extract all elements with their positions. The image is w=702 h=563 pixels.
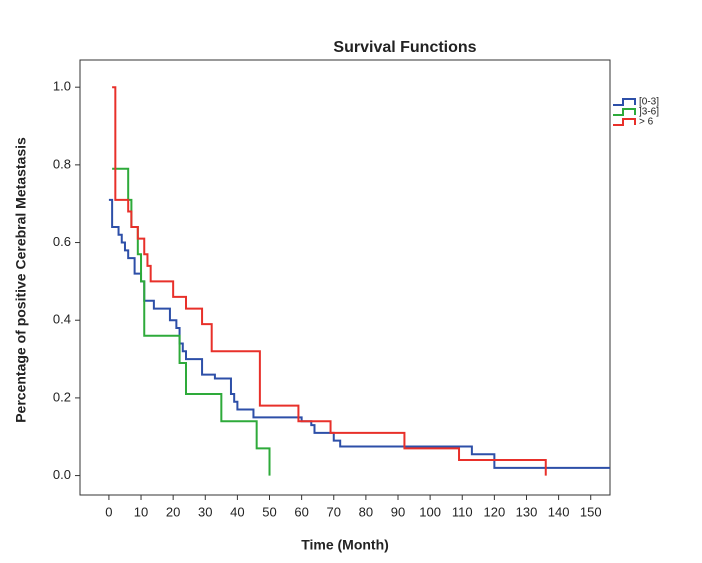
x-tick-label: 90 — [391, 504, 405, 519]
x-tick-label: 130 — [516, 504, 538, 519]
survival-line — [112, 86, 547, 476]
survival-line — [108, 198, 610, 469]
x-tick-label: 80 — [359, 504, 373, 519]
x-tick-label: 0 — [105, 504, 112, 519]
y-axis-label: Percentage of positive Cerebral Metastas… — [13, 137, 29, 423]
legend-label: [0-3] — [639, 97, 659, 108]
legend-label: > 6 — [639, 117, 654, 128]
legend-swatch — [613, 98, 636, 106]
y-tick-label: 1.0 — [53, 79, 71, 94]
survival-line — [112, 167, 271, 476]
x-tick-label: 150 — [580, 504, 602, 519]
x-tick-label: 120 — [484, 504, 506, 519]
x-tick-label: 70 — [327, 504, 341, 519]
y-tick-label: 0.2 — [53, 389, 71, 404]
x-tick-label: 140 — [548, 504, 570, 519]
x-tick-label: 60 — [294, 504, 308, 519]
legend-label: ]3-6] — [639, 107, 659, 118]
y-tick-label: 0.0 — [53, 467, 71, 482]
x-tick-label: 30 — [198, 504, 212, 519]
x-tick-label: 100 — [419, 504, 441, 519]
legend-swatch — [613, 118, 636, 126]
x-tick-label: 40 — [230, 504, 244, 519]
y-tick-label: 0.4 — [53, 312, 71, 327]
x-axis-label: Time (Month) — [301, 537, 389, 553]
legend: [0-3]]3-6]> 6 — [613, 97, 659, 128]
x-tick-label: 20 — [166, 504, 180, 519]
x-tick-label: 10 — [134, 504, 148, 519]
y-tick-label: 0.8 — [53, 156, 71, 171]
y-tick-label: 0.6 — [53, 234, 71, 249]
plot-frame — [79, 59, 611, 496]
x-tick-label: 50 — [262, 504, 276, 519]
x-tick-label: 110 — [452, 504, 473, 519]
legend-swatch — [613, 108, 636, 116]
chart-title: Survival Functions — [333, 39, 476, 56]
